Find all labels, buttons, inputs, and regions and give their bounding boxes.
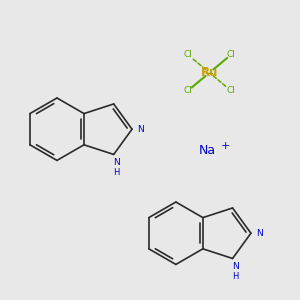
Text: Na: Na <box>198 143 215 157</box>
Text: +: + <box>221 140 230 151</box>
Text: Cl: Cl <box>184 50 193 59</box>
Text: N: N <box>256 229 262 238</box>
Text: Ru: Ru <box>201 66 218 79</box>
Text: Cl: Cl <box>226 86 235 95</box>
Text: Cl: Cl <box>184 86 193 95</box>
Text: N: N <box>113 158 120 167</box>
Text: H: H <box>232 272 238 281</box>
Text: Cl: Cl <box>226 50 235 59</box>
Text: N: N <box>232 262 238 271</box>
Text: N: N <box>137 125 144 134</box>
Text: H: H <box>113 168 119 177</box>
